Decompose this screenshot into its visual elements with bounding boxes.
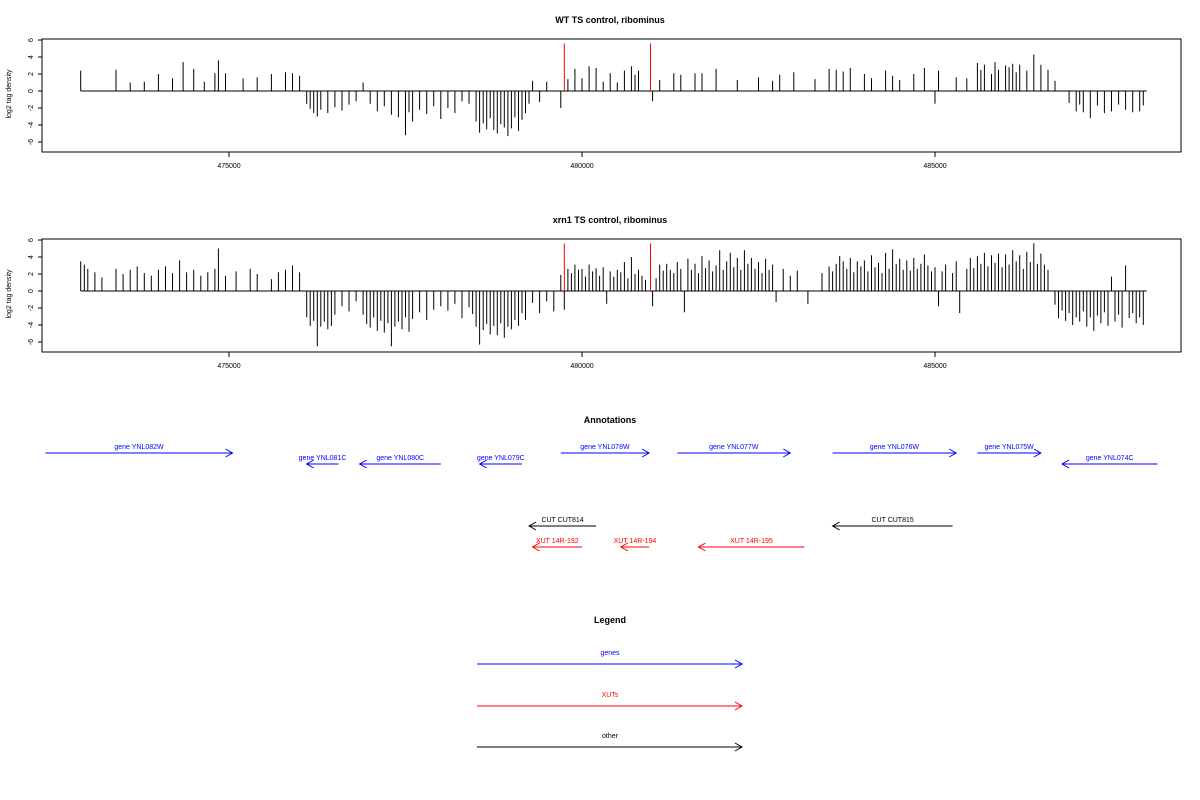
- legend-entry: other: [477, 733, 744, 752]
- annotation-label: gene YNL074C: [1086, 455, 1134, 462]
- xrn1-x-axis: 475000 480000 485000: [217, 352, 947, 370]
- wt-y-tick-label: 2: [28, 72, 35, 76]
- wt-x-tick-label: 475000: [217, 163, 240, 170]
- legend-label: genes: [600, 650, 620, 657]
- xrn1-bars: [80, 243, 1147, 347]
- annotation-arrowhead: [225, 448, 234, 458]
- legend-arrowhead: [734, 742, 744, 752]
- annotation-feature: XUT 14R-195: [697, 538, 805, 552]
- legend-title: Legend: [594, 615, 626, 625]
- xrn1-track-panel: xrn1 TS control, ribominus log2 tag dens…: [6, 215, 1182, 370]
- annotation-arrowhead: [528, 521, 537, 531]
- xrn1-y-tick-label: 4: [28, 255, 35, 259]
- annotation-arrowhead: [697, 542, 706, 552]
- annotation-arrowhead: [305, 459, 314, 469]
- annotation-feature: gene YNL082W: [45, 444, 234, 458]
- annotation-feature: CUT CUT815: [831, 517, 953, 531]
- wt-y-tick-label: 4: [28, 55, 35, 59]
- xrn1-y-tick-label: 0: [28, 289, 35, 293]
- wt-y-tick-label: -4: [28, 122, 35, 128]
- legend-panel: Legend genes XUTs other: [477, 615, 744, 752]
- annotation-arrowhead: [948, 448, 958, 458]
- wt-x-axis: 475000 480000 485000: [217, 152, 947, 170]
- xrn1-y-axis: 6 4 2 0 -2 -4 -6: [28, 238, 43, 345]
- annotation-feature: CUT CUT814: [528, 517, 597, 531]
- annotation-arrowhead: [478, 459, 487, 469]
- annotation-feature: gene YNL079C: [477, 455, 525, 469]
- xrn1-y-tick-label: 6: [28, 238, 35, 242]
- annotation-label: CUT CUT814: [541, 517, 583, 524]
- annotation-label: gene YNL078W: [580, 444, 630, 451]
- annotation-arrowhead: [531, 542, 540, 552]
- annotation-feature: gene YNL078W: [560, 444, 651, 458]
- xrn1-x-tick-label: 485000: [923, 363, 946, 370]
- xrn1-y-tick-label: -6: [28, 339, 35, 345]
- annotation-label: gene YNL077W: [709, 444, 759, 451]
- annotation-arrowhead: [641, 448, 651, 458]
- wt-y-axis-label: log2 tag density: [6, 69, 13, 119]
- wt-x-tick-label: 480000: [570, 163, 593, 170]
- annotation-label: gene YNL081C: [299, 455, 347, 462]
- wt-y-axis: 6 4 2 0 -2 -4 -6: [28, 38, 43, 145]
- annotation-label: gene YNL075W: [984, 444, 1034, 451]
- wt-plot-frame: [41, 38, 1182, 153]
- annotation-feature: XUT 14R-192: [531, 538, 582, 552]
- annotation-label: gene YNL080C: [376, 455, 424, 462]
- annotation-feature: XUT 14R-194: [614, 538, 657, 552]
- xrn1-y-axis-label: log2 tag density: [6, 269, 13, 319]
- legend-label: XUTs: [602, 692, 619, 699]
- annotation-feature: gene YNL074C: [1061, 455, 1158, 469]
- wt-x-tick-label: 485000: [923, 163, 946, 170]
- legend-arrowhead: [734, 659, 744, 669]
- annotation-arrowhead: [783, 448, 792, 458]
- xrn1-y-tick-label: -4: [28, 322, 35, 328]
- wt-y-tick-label: -2: [28, 105, 35, 111]
- legend-entry: genes: [477, 650, 744, 669]
- wt-bars: [80, 43, 1147, 137]
- annotation-feature: gene YNL080C: [358, 455, 441, 469]
- annotation-label: gene YNL082W: [114, 444, 164, 451]
- annotation-label: XUT 14R-195: [730, 538, 773, 545]
- legend-label: other: [602, 733, 619, 740]
- legend-items: genes XUTs other: [477, 650, 744, 752]
- annotation-label: gene YNL076W: [870, 444, 920, 451]
- annotation-label: CUT CUT815: [871, 517, 913, 524]
- xrn1-x-tick-label: 475000: [217, 363, 240, 370]
- wt-y-tick-label: -6: [28, 139, 35, 145]
- xrn1-track-title: xrn1 TS control, ribominus: [553, 215, 668, 225]
- xrn1-x-tick-label: 480000: [570, 363, 593, 370]
- annotation-label: XUT 14R-194: [614, 538, 657, 545]
- wt-track-title: WT TS control, ribominus: [555, 15, 665, 25]
- annotation-feature: gene YNL076W: [832, 444, 958, 458]
- annotation-feature: gene YNL075W: [977, 444, 1042, 458]
- annotation-feature: gene YNL081C: [299, 455, 347, 469]
- annotation-features: gene YNL082W gene YNL081C gene YNL080C gene…: [45, 444, 1158, 552]
- wt-track-panel: WT TS control, ribominus log2 tag densit…: [6, 15, 1182, 170]
- xrn1-y-tick-label: -2: [28, 305, 35, 311]
- xrn1-y-tick-label: 2: [28, 272, 35, 276]
- wt-y-tick-label: 6: [28, 38, 35, 42]
- annotation-arrowhead: [358, 459, 367, 469]
- annotation-arrowhead: [831, 521, 840, 531]
- legend-entry: XUTs: [477, 692, 744, 711]
- legend-arrowhead: [734, 701, 744, 711]
- annotation-arrowhead: [619, 542, 629, 552]
- annotation-feature: gene YNL077W: [677, 444, 792, 458]
- wt-y-tick-label: 0: [28, 89, 35, 93]
- annotation-arrowhead: [1061, 459, 1070, 469]
- annotation-arrowhead: [1033, 448, 1042, 458]
- annotation-label: gene YNL079C: [477, 455, 525, 462]
- annotation-label: XUT 14R-192: [536, 538, 579, 545]
- xrn1-plot-frame: [41, 238, 1182, 353]
- annotations-title: Annotations: [584, 415, 637, 425]
